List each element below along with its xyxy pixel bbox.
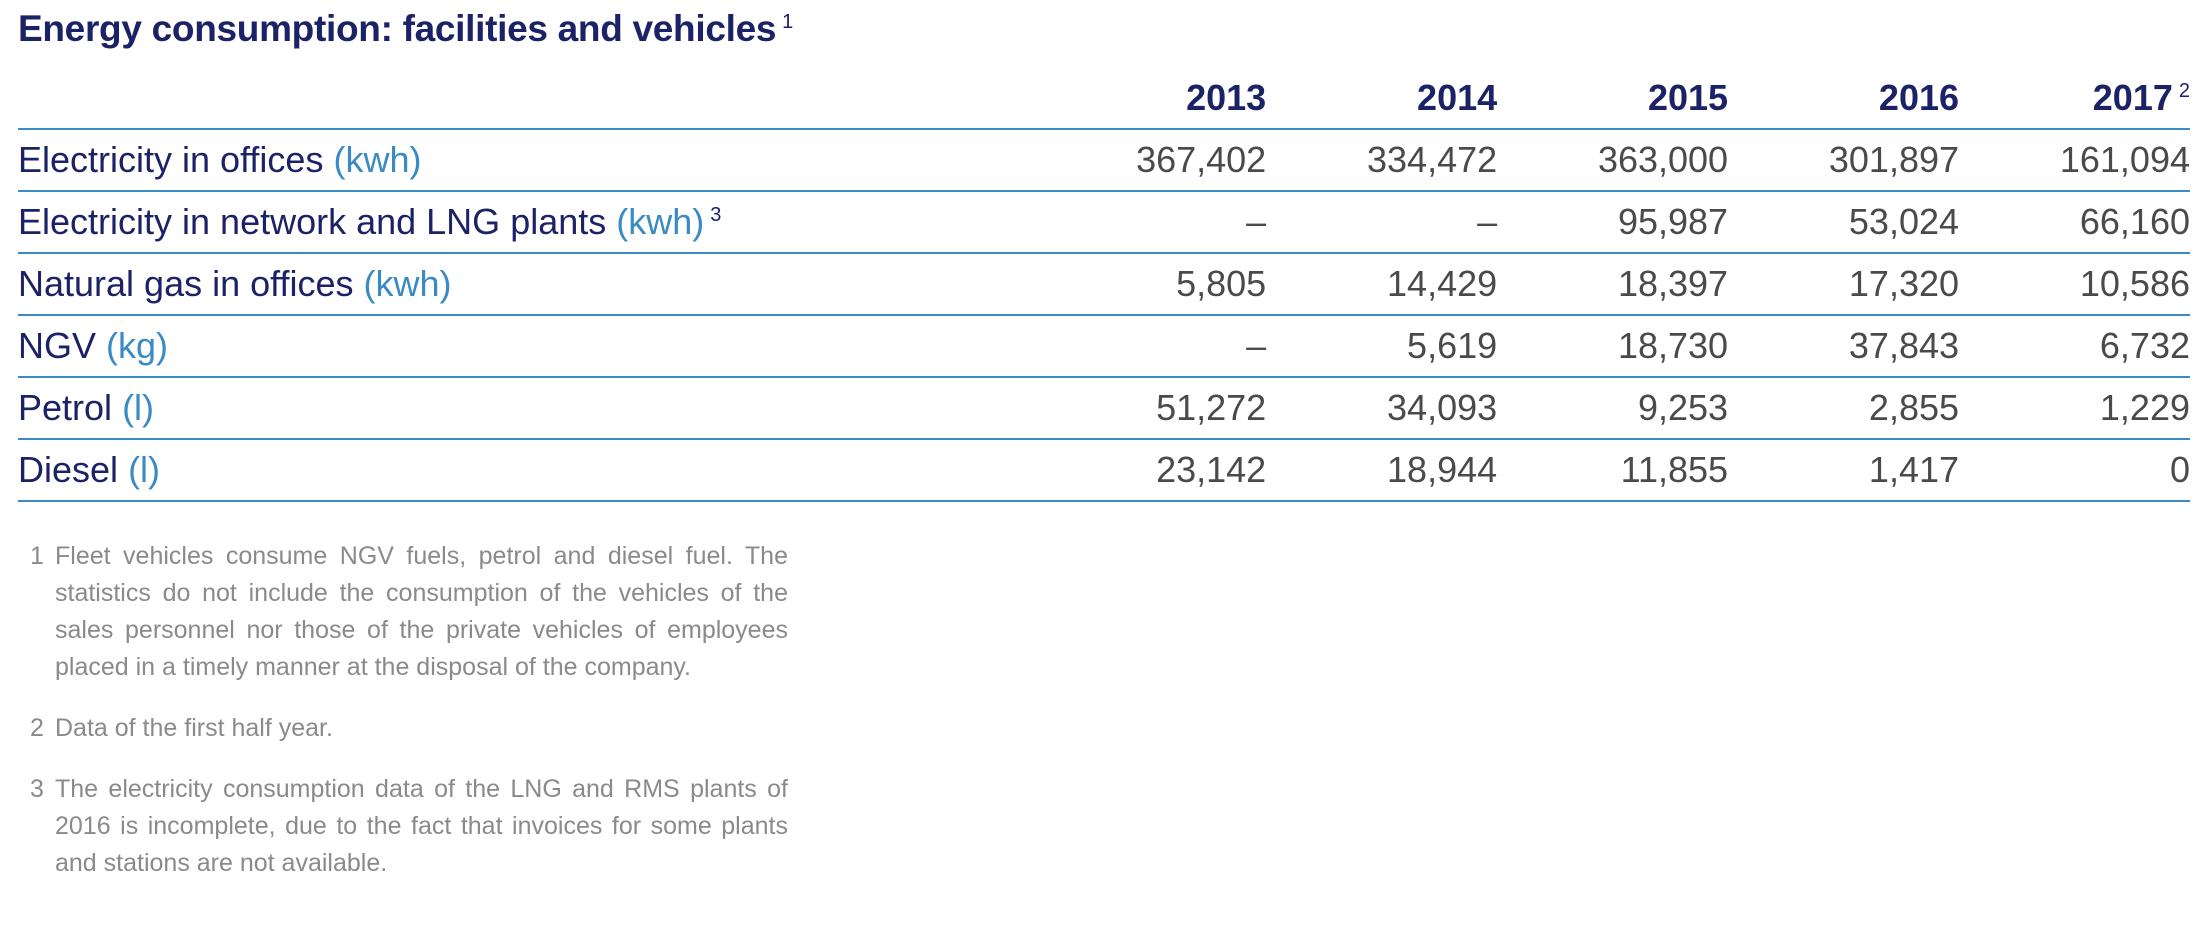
- year-label: 2017: [2092, 77, 2173, 118]
- value-cell: –: [1266, 191, 1498, 254]
- year-label: 2016: [1878, 77, 1960, 118]
- year-footnote-marker: 2: [2178, 80, 2190, 102]
- value-cell: 0: [1959, 439, 2190, 502]
- table-row: Electricity in network and LNG plants (k…: [18, 191, 2190, 254]
- table-row: Electricity in offices (kwh) 367,402 334…: [18, 129, 2190, 192]
- value-cell: 334,472: [1266, 129, 1498, 192]
- value-cell: 14,429: [1266, 253, 1498, 316]
- footnote-text: Data of the first half year.: [55, 714, 333, 742]
- value-cell: 5,619: [1266, 315, 1498, 378]
- value-cell: –: [1035, 191, 1267, 254]
- value-cell: 10,586: [1959, 253, 2190, 316]
- footnote-text: Fleet vehicles consume NGV fuels, petrol…: [55, 542, 788, 681]
- row-footnote-marker: 3: [710, 204, 722, 226]
- row-label: Electricity in offices (kwh): [18, 129, 1036, 192]
- year-header: 2015: [1497, 68, 1729, 130]
- value-cell: 53,024: [1728, 191, 1960, 254]
- footnote: 2 Data of the first half year.: [30, 710, 788, 747]
- row-unit: (kwh): [363, 263, 452, 304]
- year-label: 2014: [1417, 77, 1498, 118]
- table-row: Petrol (l) 51,272 34,093 9,253 2,855 1,2…: [18, 377, 2190, 440]
- row-unit: (l): [128, 449, 161, 490]
- value-cell: 1,417: [1728, 439, 1960, 502]
- value-cell: 23,142: [1035, 439, 1267, 502]
- value-cell: 6,732: [1959, 315, 2190, 378]
- value-cell: 9,253: [1497, 377, 1729, 440]
- row-unit: (l): [122, 387, 155, 428]
- table-title: Energy consumption: facilities and vehic…: [18, 8, 793, 50]
- value-cell: 18,730: [1497, 315, 1729, 378]
- value-cell: 5,805: [1035, 253, 1267, 316]
- row-label-text: Electricity in offices: [18, 139, 324, 180]
- value-cell: 161,094: [1959, 129, 2190, 192]
- value-cell: 51,272: [1035, 377, 1267, 440]
- value-cell: 34,093: [1266, 377, 1498, 440]
- year-label: 2015: [1647, 77, 1729, 118]
- row-label: Natural gas in offices (kwh): [18, 253, 1036, 316]
- value-cell: 363,000: [1497, 129, 1729, 192]
- value-cell: 66,160: [1959, 191, 2190, 254]
- row-label: Electricity in network and LNG plants (k…: [18, 191, 1036, 254]
- table-title-text: Energy consumption: facilities and vehic…: [18, 8, 777, 49]
- value-cell: 18,397: [1497, 253, 1729, 316]
- energy-table: 2013 2014 2015 2016 2017 2 Electricity in…: [18, 68, 2190, 502]
- row-unit: (kg): [106, 325, 169, 366]
- row-label-text: Petrol: [18, 387, 113, 428]
- value-cell: 11,855: [1497, 439, 1729, 502]
- row-label: Petrol (l): [18, 377, 1036, 440]
- row-unit: (kwh): [333, 139, 422, 180]
- row-label-text: NGV: [18, 325, 97, 366]
- value-cell: 18,944: [1266, 439, 1498, 502]
- table-row: Natural gas in offices (kwh) 5,805 14,42…: [18, 253, 2190, 316]
- footnote-text: The electricity consumption data of the …: [55, 775, 788, 877]
- table-row: NGV (kg) – 5,619 18,730 37,843 6,732: [18, 315, 2190, 378]
- footnote-number: 3: [30, 775, 44, 803]
- value-cell: 37,843: [1728, 315, 1960, 378]
- header-label-cell: [18, 68, 1036, 130]
- footnotes: 1 Fleet vehicles consume NGV fuels, petr…: [30, 538, 788, 906]
- footnote: 1 Fleet vehicles consume NGV fuels, petr…: [30, 538, 788, 686]
- title-footnote-marker: 1: [782, 10, 793, 33]
- row-label-text: Electricity in network and LNG plants: [18, 201, 607, 242]
- table-row: Diesel (l) 23,142 18,944 11,855 1,417 0: [18, 439, 2190, 502]
- year-header: 2013: [1035, 68, 1267, 130]
- footnote: 3 The electricity consumption data of th…: [30, 771, 788, 882]
- row-label: Diesel (l): [18, 439, 1036, 502]
- value-cell: 2,855: [1728, 377, 1960, 440]
- row-label: NGV (kg): [18, 315, 1036, 378]
- year-label: 2013: [1186, 77, 1267, 118]
- row-label-text: Diesel: [18, 449, 119, 490]
- value-cell: 95,987: [1497, 191, 1729, 254]
- row-label-text: Natural gas in offices: [18, 263, 354, 304]
- value-cell: 1,229: [1959, 377, 2190, 440]
- header-row: 2013 2014 2015 2016 2017 2: [18, 68, 2190, 130]
- row-unit: (kwh): [616, 201, 705, 242]
- value-cell: 367,402: [1035, 129, 1267, 192]
- value-cell: –: [1035, 315, 1267, 378]
- value-cell: 301,897: [1728, 129, 1960, 192]
- footnote-number: 2: [30, 714, 44, 742]
- footnote-number: 1: [30, 542, 44, 570]
- year-header: 2017 2: [1959, 68, 2190, 130]
- year-header: 2016: [1728, 68, 1960, 130]
- value-cell: 17,320: [1728, 253, 1960, 316]
- year-header: 2014: [1266, 68, 1498, 130]
